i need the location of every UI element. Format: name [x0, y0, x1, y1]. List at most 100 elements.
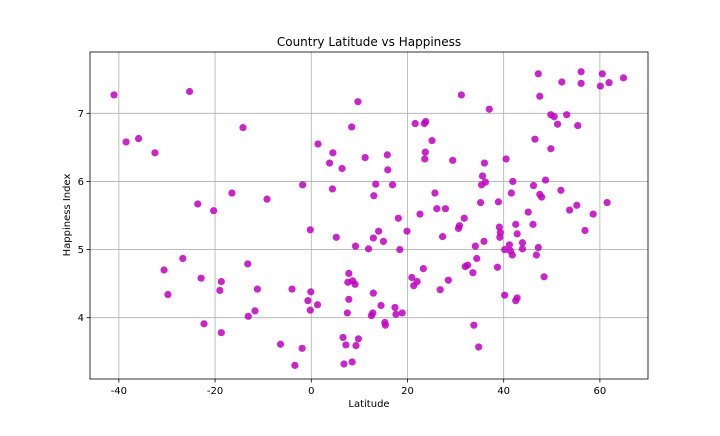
data-point [577, 68, 585, 76]
data-point [179, 254, 187, 263]
data-point [377, 301, 385, 310]
data-point [381, 321, 389, 329]
data-point [304, 297, 312, 305]
data-point [416, 210, 424, 218]
data-point [396, 245, 404, 254]
data-point [185, 87, 194, 96]
data-point [573, 201, 581, 209]
data-point [547, 145, 555, 153]
data-point [480, 237, 488, 245]
data-point [473, 254, 481, 263]
axis-ticks: -40 -20 0 20 40 60 4 5 6 7 [78, 109, 607, 397]
data-point [475, 343, 483, 351]
data-point [342, 341, 350, 349]
data-point [197, 274, 205, 282]
data-point [276, 340, 285, 348]
data-point [398, 309, 406, 317]
data-point [428, 136, 436, 145]
data-point [531, 135, 539, 143]
data-point [485, 105, 493, 113]
data-point [603, 198, 611, 207]
data-point [480, 159, 489, 167]
data-point [217, 277, 225, 286]
data-point [288, 285, 296, 293]
data-point [332, 233, 340, 241]
data-point [361, 153, 369, 162]
data-point [558, 78, 566, 86]
data-point [501, 291, 509, 299]
y-tick-label: 6 [78, 177, 84, 188]
data-point [408, 273, 416, 282]
data-point [532, 251, 541, 259]
data-point [200, 320, 208, 328]
data-point [502, 155, 510, 163]
data-point [494, 198, 502, 206]
data-point [134, 134, 143, 143]
data-point [216, 286, 224, 295]
data-point [421, 148, 429, 156]
data-point [394, 214, 402, 222]
data-point [436, 286, 444, 294]
data-point [540, 273, 548, 281]
data-point [403, 227, 411, 235]
data-point [565, 206, 574, 214]
data-point [370, 192, 378, 200]
data-point [513, 294, 521, 302]
data-point [340, 360, 348, 368]
data-point [411, 119, 419, 128]
data-point [383, 151, 391, 159]
data-points [110, 68, 628, 369]
x-tick-label: 60 [594, 386, 607, 397]
data-point [325, 159, 334, 167]
data-point [421, 155, 429, 163]
data-point [314, 140, 322, 148]
y-tick-label: 7 [78, 109, 84, 120]
data-point [598, 70, 606, 78]
data-point [110, 91, 118, 99]
data-point [244, 260, 252, 268]
data-point [441, 205, 450, 213]
data-point [518, 239, 527, 247]
data-point [553, 120, 562, 128]
data-point [577, 79, 585, 87]
data-point [392, 310, 400, 318]
data-point [253, 285, 261, 293]
data-point [298, 344, 306, 352]
data-point [529, 181, 538, 190]
data-point [372, 180, 380, 188]
data-point [439, 233, 447, 241]
data-point [369, 289, 377, 297]
data-point [352, 342, 360, 350]
data-point [263, 195, 271, 203]
data-point [557, 186, 565, 194]
data-point [391, 303, 399, 312]
data-point [343, 309, 351, 317]
data-point [379, 237, 388, 245]
data-point [619, 74, 628, 82]
data-point [449, 156, 457, 164]
data-point [348, 358, 356, 366]
data-point [228, 189, 236, 197]
data-point [364, 245, 373, 253]
data-point [433, 205, 441, 213]
data-point [536, 92, 544, 100]
data-point [431, 189, 439, 197]
data-point [581, 226, 589, 235]
data-point [369, 234, 377, 242]
data-point [291, 361, 299, 369]
data-point [313, 301, 322, 309]
data-point [505, 241, 514, 249]
data-point [464, 261, 472, 269]
x-tick-label: 0 [308, 386, 314, 397]
data-point [524, 208, 532, 216]
data-point [534, 243, 542, 252]
data-point [351, 242, 360, 250]
data-point [471, 242, 479, 250]
x-tick-label: 20 [401, 386, 414, 397]
data-point [481, 178, 490, 186]
data-point [251, 307, 259, 315]
data-point [596, 82, 604, 90]
chart-title: Country Latitude vs Happiness [277, 35, 461, 49]
data-point [375, 227, 383, 235]
data-point [478, 172, 487, 180]
